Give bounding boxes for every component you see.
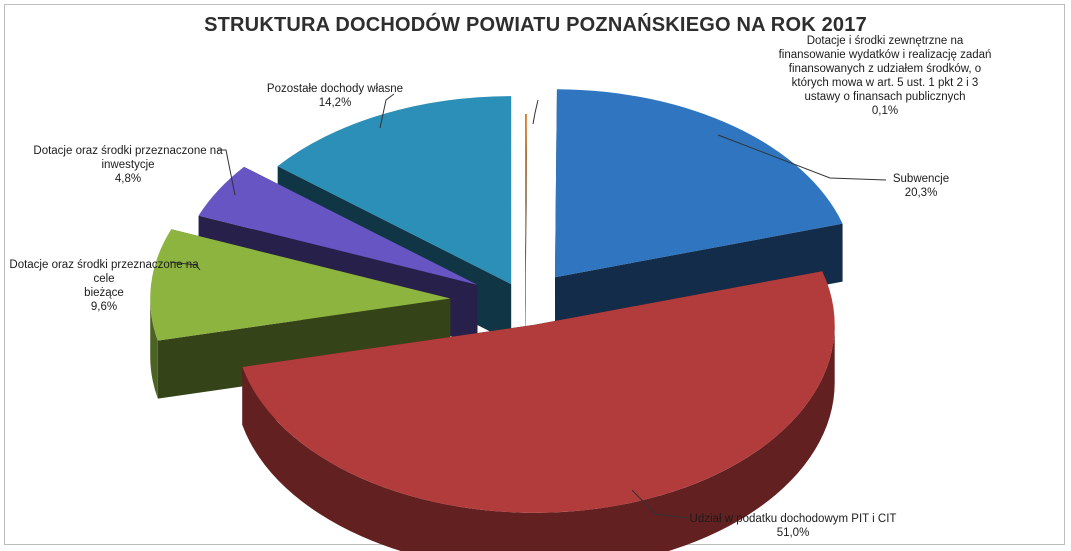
label-pozostale: Pozostałe dochody własne 14,2% (266, 83, 404, 109)
leader-lines (169, 93, 887, 519)
slice-zewnetrzne (525, 114, 527, 360)
chart-title: STRUKTURA DOCHODÓW POWIATU POZNAŃSKIEGO … (204, 14, 867, 36)
label-biezace: Dotacje oraz środki przeznaczone na cele… (9, 259, 199, 313)
label-udzial: Udział w podatku dochodowym PIT i CIT 51… (689, 513, 897, 539)
slice-subwencje (555, 89, 843, 336)
label-zewnetrzne: Dotacje i środki zewnętrzne na finansowa… (778, 35, 992, 117)
leader-line-biezace (169, 261, 201, 271)
slice-biezace (150, 229, 451, 399)
slice-udzial (242, 271, 835, 551)
leader-line-pozostale (379, 93, 395, 129)
leader-line-subwencje (717, 134, 887, 181)
label-inwestycje: Dotacje oraz środki przeznaczone na inwe… (33, 145, 223, 185)
label-subwencje: Subwencje 20,3% (892, 173, 950, 199)
pie-slices (150, 89, 843, 551)
leader-line-zewnetrzne (532, 99, 539, 125)
leader-line-udzial (631, 489, 689, 519)
leader-line-inwestycje (218, 149, 236, 196)
